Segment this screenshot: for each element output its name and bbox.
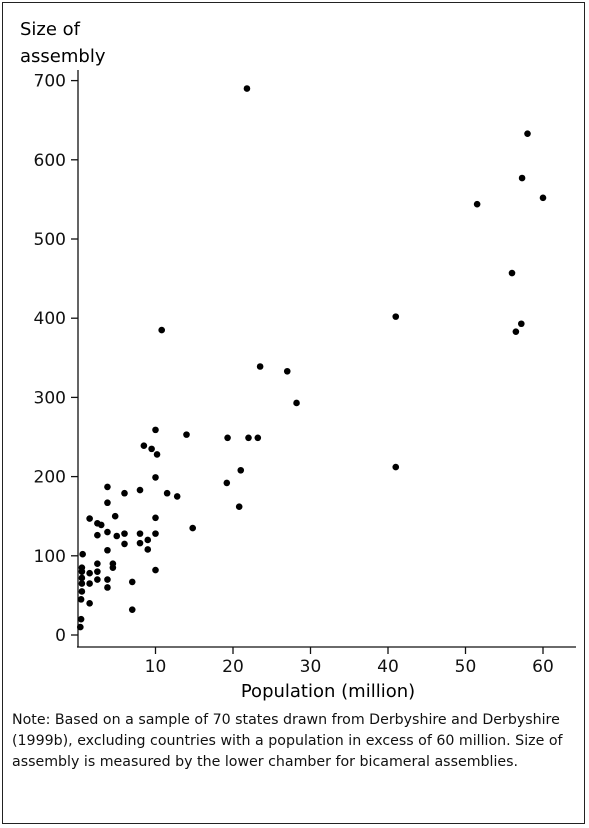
y-axis-label-line-1: Size of (20, 19, 81, 40)
data-point (392, 463, 400, 471)
y-tick-label: 700 (34, 72, 66, 92)
data-point (128, 578, 136, 586)
x-tick-label: 10 (145, 657, 167, 677)
x-tick-label: 20 (222, 657, 244, 677)
data-point (78, 580, 86, 587)
data-point (104, 576, 111, 583)
data-point (158, 326, 165, 334)
y-tick-label: 600 (34, 151, 66, 171)
data-point (113, 532, 121, 540)
data-point (152, 426, 159, 434)
data-point (539, 194, 547, 202)
data-point (97, 521, 105, 529)
data-point (173, 493, 181, 500)
data-point (148, 445, 155, 453)
data-point (518, 320, 525, 328)
data-point (518, 174, 526, 182)
data-point (78, 564, 86, 571)
data-point (94, 560, 101, 568)
data-point (86, 600, 93, 607)
data-point (121, 540, 128, 548)
data-point (136, 539, 144, 547)
data-point (104, 499, 111, 507)
data-point (86, 515, 93, 522)
figure-note: Note: Based on a sample of 70 states dra… (12, 712, 563, 770)
data-points (77, 85, 547, 631)
data-point (152, 474, 159, 481)
data-point (152, 566, 159, 574)
data-point (109, 560, 117, 568)
data-point (237, 466, 245, 474)
data-point (140, 442, 148, 450)
x-axis-label: Population (million) (241, 681, 415, 702)
axes: 0 100 200 300 400 500 600 700 10 20 30 40 50 60 (34, 70, 576, 677)
x-tick-label: 50 (455, 657, 477, 677)
data-point (512, 328, 520, 335)
data-point (104, 584, 111, 591)
y-axis-label-line-2: assembly (20, 46, 106, 67)
data-point (254, 434, 262, 442)
data-point (163, 489, 171, 497)
data-point (245, 434, 252, 442)
data-point (78, 574, 86, 582)
x-tick-label: 30 (300, 657, 322, 677)
data-point (77, 596, 85, 603)
data-point (473, 200, 481, 208)
data-point (153, 451, 161, 458)
data-point (524, 130, 531, 137)
data-point (104, 483, 111, 491)
data-point (293, 399, 300, 407)
data-point (77, 615, 85, 623)
data-point (223, 479, 231, 487)
y-tick-label: 100 (34, 547, 66, 567)
y-tick-label: 500 (34, 230, 66, 250)
data-point (256, 363, 264, 370)
y-tick-label: 300 (34, 388, 66, 408)
data-point (224, 434, 231, 442)
data-point (392, 313, 400, 320)
x-tick-label: 40 (377, 657, 399, 677)
data-point (144, 546, 152, 553)
y-tick-label: 200 (34, 468, 66, 488)
data-point (508, 269, 516, 277)
data-point (144, 536, 152, 544)
x-tick-label: 60 (532, 657, 554, 677)
data-point (111, 512, 119, 520)
data-point (243, 85, 251, 92)
data-point (104, 528, 111, 536)
data-point (104, 546, 111, 554)
data-point (152, 530, 159, 537)
data-point (136, 486, 144, 494)
data-point (78, 588, 86, 595)
data-point (79, 550, 86, 558)
data-point (121, 530, 128, 537)
data-point (152, 514, 159, 522)
data-point (183, 431, 190, 438)
data-point (128, 606, 136, 613)
data-point (94, 531, 101, 539)
data-point (283, 367, 291, 375)
data-point (136, 530, 144, 537)
scatter-chart: 0 100 200 300 400 500 600 700 10 20 30 40 50 60 Size … (20, 19, 576, 702)
data-point (77, 623, 84, 631)
data-point (189, 524, 196, 532)
y-tick-label: 0 (55, 626, 66, 646)
data-point (94, 576, 101, 583)
data-point (121, 489, 128, 497)
data-point (86, 569, 93, 577)
data-point (94, 568, 101, 575)
data-point (235, 503, 243, 510)
data-point (86, 580, 93, 587)
y-tick-label: 400 (34, 309, 66, 329)
